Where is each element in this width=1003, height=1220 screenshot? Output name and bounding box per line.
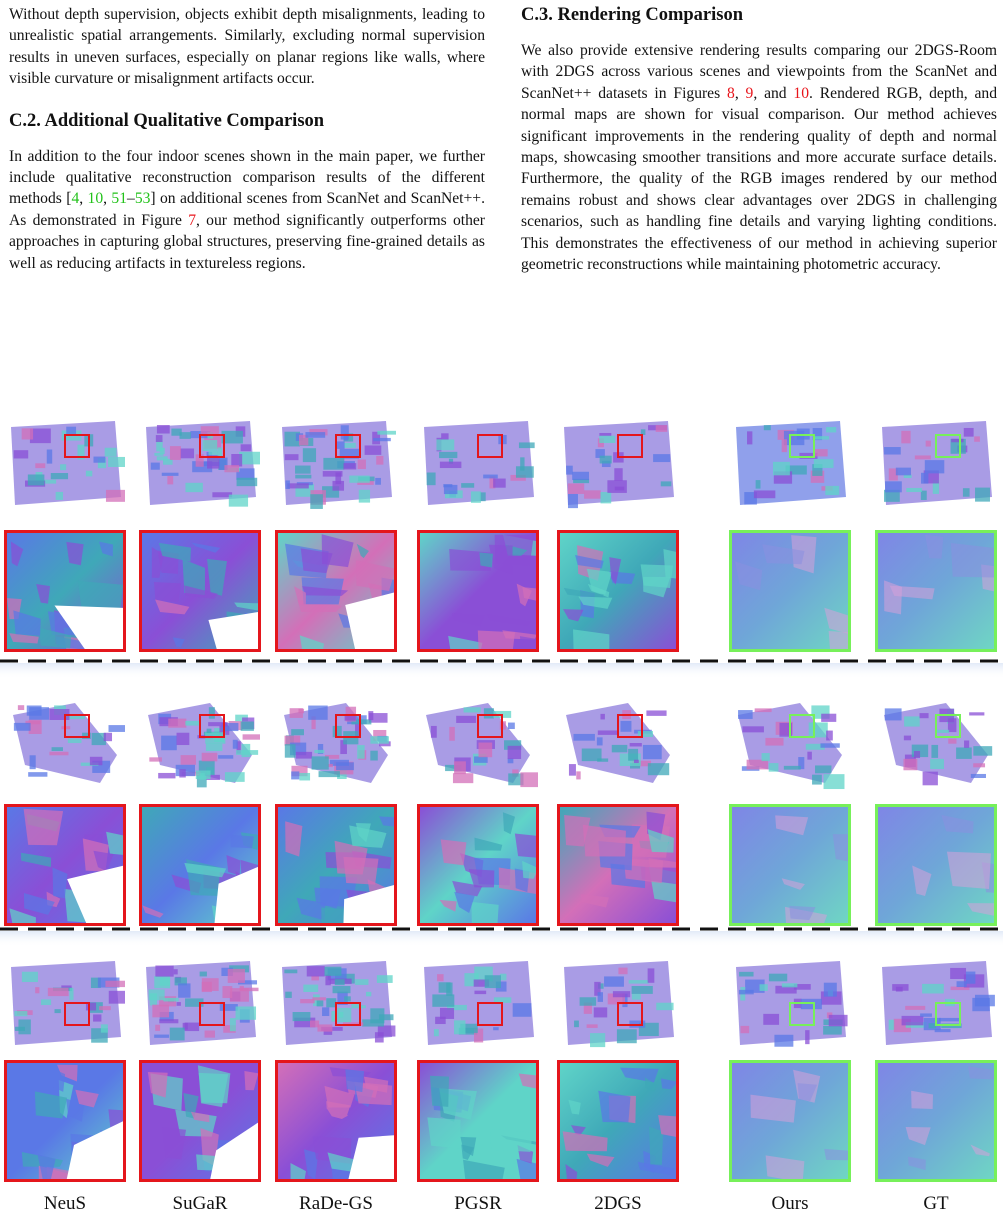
right-text-column: C.3. Rendering Comparison We also provid…: [521, 4, 997, 275]
method-labels: NeuS SuGaR RaDe-GS PGSR 2DGS Ours GT: [0, 1192, 1003, 1218]
zoom-crop-neus: [4, 1060, 126, 1182]
overview-mesh-ours: [730, 415, 850, 510]
text-segment: –: [127, 190, 135, 208]
heading-c3: C.3. Rendering Comparison: [521, 5, 744, 25]
scene-divider-1: [0, 655, 1003, 679]
heading-c2: C.2. Additional Qualitative Comparison: [9, 110, 325, 131]
paragraph-qualitative-comparison: In addition to the four indoor scenes sh…: [9, 146, 485, 274]
zoom-crop-rade-gs: [275, 804, 397, 926]
zoom-crop-2dgs: [557, 804, 679, 926]
paragraph-depth-supervision: Without depth supervision, objects exhib…: [9, 6, 485, 88]
overview-mesh-ours: [730, 955, 850, 1050]
overview-mesh-rade-gs: [276, 415, 396, 510]
zoom-crop-gt: [875, 1060, 997, 1182]
overview-mesh-rade-gs: [276, 695, 396, 790]
zoom-crop-neus: [4, 530, 126, 652]
zoom-crop-ours: [729, 1060, 851, 1182]
zoom-crop-gt: [875, 804, 997, 926]
figure-ref-9[interactable]: 9: [745, 84, 754, 102]
overview-mesh-pgsr: [418, 955, 538, 1050]
citation-53[interactable]: 53: [134, 190, 151, 208]
text-segment: ,: [734, 84, 746, 102]
zoom-crop-ours: [729, 530, 851, 652]
text-segment: , and: [753, 84, 794, 102]
zoom-crop-gt: [875, 530, 997, 652]
zoom-crop-rade-gs: [275, 530, 397, 652]
zoom-crop-sugar: [139, 804, 261, 926]
zoom-crop-2dgs: [557, 530, 679, 652]
zoom-crop-neus: [4, 804, 126, 926]
overview-mesh-ours: [730, 695, 850, 790]
text-segment: ,: [103, 190, 112, 208]
citation-51[interactable]: 51: [111, 190, 128, 208]
zoom-crop-pgsr: [417, 530, 539, 652]
comparison-figure: NeuS SuGaR RaDe-GS PGSR 2DGS Ours GT: [0, 410, 1003, 1220]
method-label-sugar: SuGaR: [172, 1193, 228, 1214]
text-segment: ] on additional scenes from ScanNet and …: [9, 190, 485, 229]
text-segment: In addition to the four indoor scenes sh…: [9, 147, 485, 208]
zoom-crop-sugar: [139, 1060, 261, 1182]
overview-mesh-2dgs: [558, 415, 678, 510]
overview-mesh-sugar: [140, 955, 260, 1050]
zoom-crop-pgsr: [417, 1060, 539, 1182]
zoom-crop-sugar: [139, 530, 261, 652]
overview-mesh-neus: [5, 415, 125, 510]
overview-mesh-neus: [5, 695, 125, 790]
method-label-gt: GT: [923, 1193, 949, 1214]
overview-mesh-2dgs: [558, 695, 678, 790]
figure-ref-10[interactable]: 10: [793, 84, 810, 102]
zoom-crop-ours: [729, 804, 851, 926]
overview-mesh-sugar: [140, 695, 260, 790]
citation-10[interactable]: 10: [87, 190, 104, 208]
zoom-crop-2dgs: [557, 1060, 679, 1182]
overview-mesh-pgsr: [418, 415, 538, 510]
text-segment: . Rendered RGB, depth, and normal maps a…: [521, 84, 997, 274]
overview-mesh-rade-gs: [276, 955, 396, 1050]
paragraph-rendering-comparison: We also provide extensive rendering resu…: [521, 40, 997, 275]
overview-mesh-pgsr: [418, 695, 538, 790]
overview-mesh-gt: [876, 955, 996, 1050]
overview-mesh-2dgs: [558, 955, 678, 1050]
method-label-pgsr: PGSR: [454, 1193, 502, 1214]
text-segment: ,: [79, 190, 88, 208]
text-segment: We also provide extensive rendering resu…: [521, 42, 997, 102]
figure-ref-7[interactable]: 7: [188, 211, 197, 229]
overview-mesh-gt: [876, 415, 996, 510]
overview-mesh-gt: [876, 695, 996, 790]
method-label-rade-gs: RaDe-GS: [299, 1193, 373, 1214]
overview-mesh-sugar: [140, 415, 260, 510]
method-label-2dgs: 2DGS: [594, 1193, 642, 1214]
zoom-crop-pgsr: [417, 804, 539, 926]
citation-4[interactable]: 4: [71, 190, 80, 208]
zoom-crop-rade-gs: [275, 1060, 397, 1182]
overview-mesh-neus: [5, 955, 125, 1050]
figure-ref-8[interactable]: 8: [727, 84, 735, 102]
text-segment: , our method significantly outperforms o…: [9, 211, 485, 272]
scene-divider-2: [0, 923, 1003, 947]
method-label-neus: NeuS: [43, 1193, 87, 1214]
left-text-column: Without depth supervision, objects exhib…: [9, 4, 485, 274]
method-label-ours: Ours: [771, 1193, 809, 1214]
